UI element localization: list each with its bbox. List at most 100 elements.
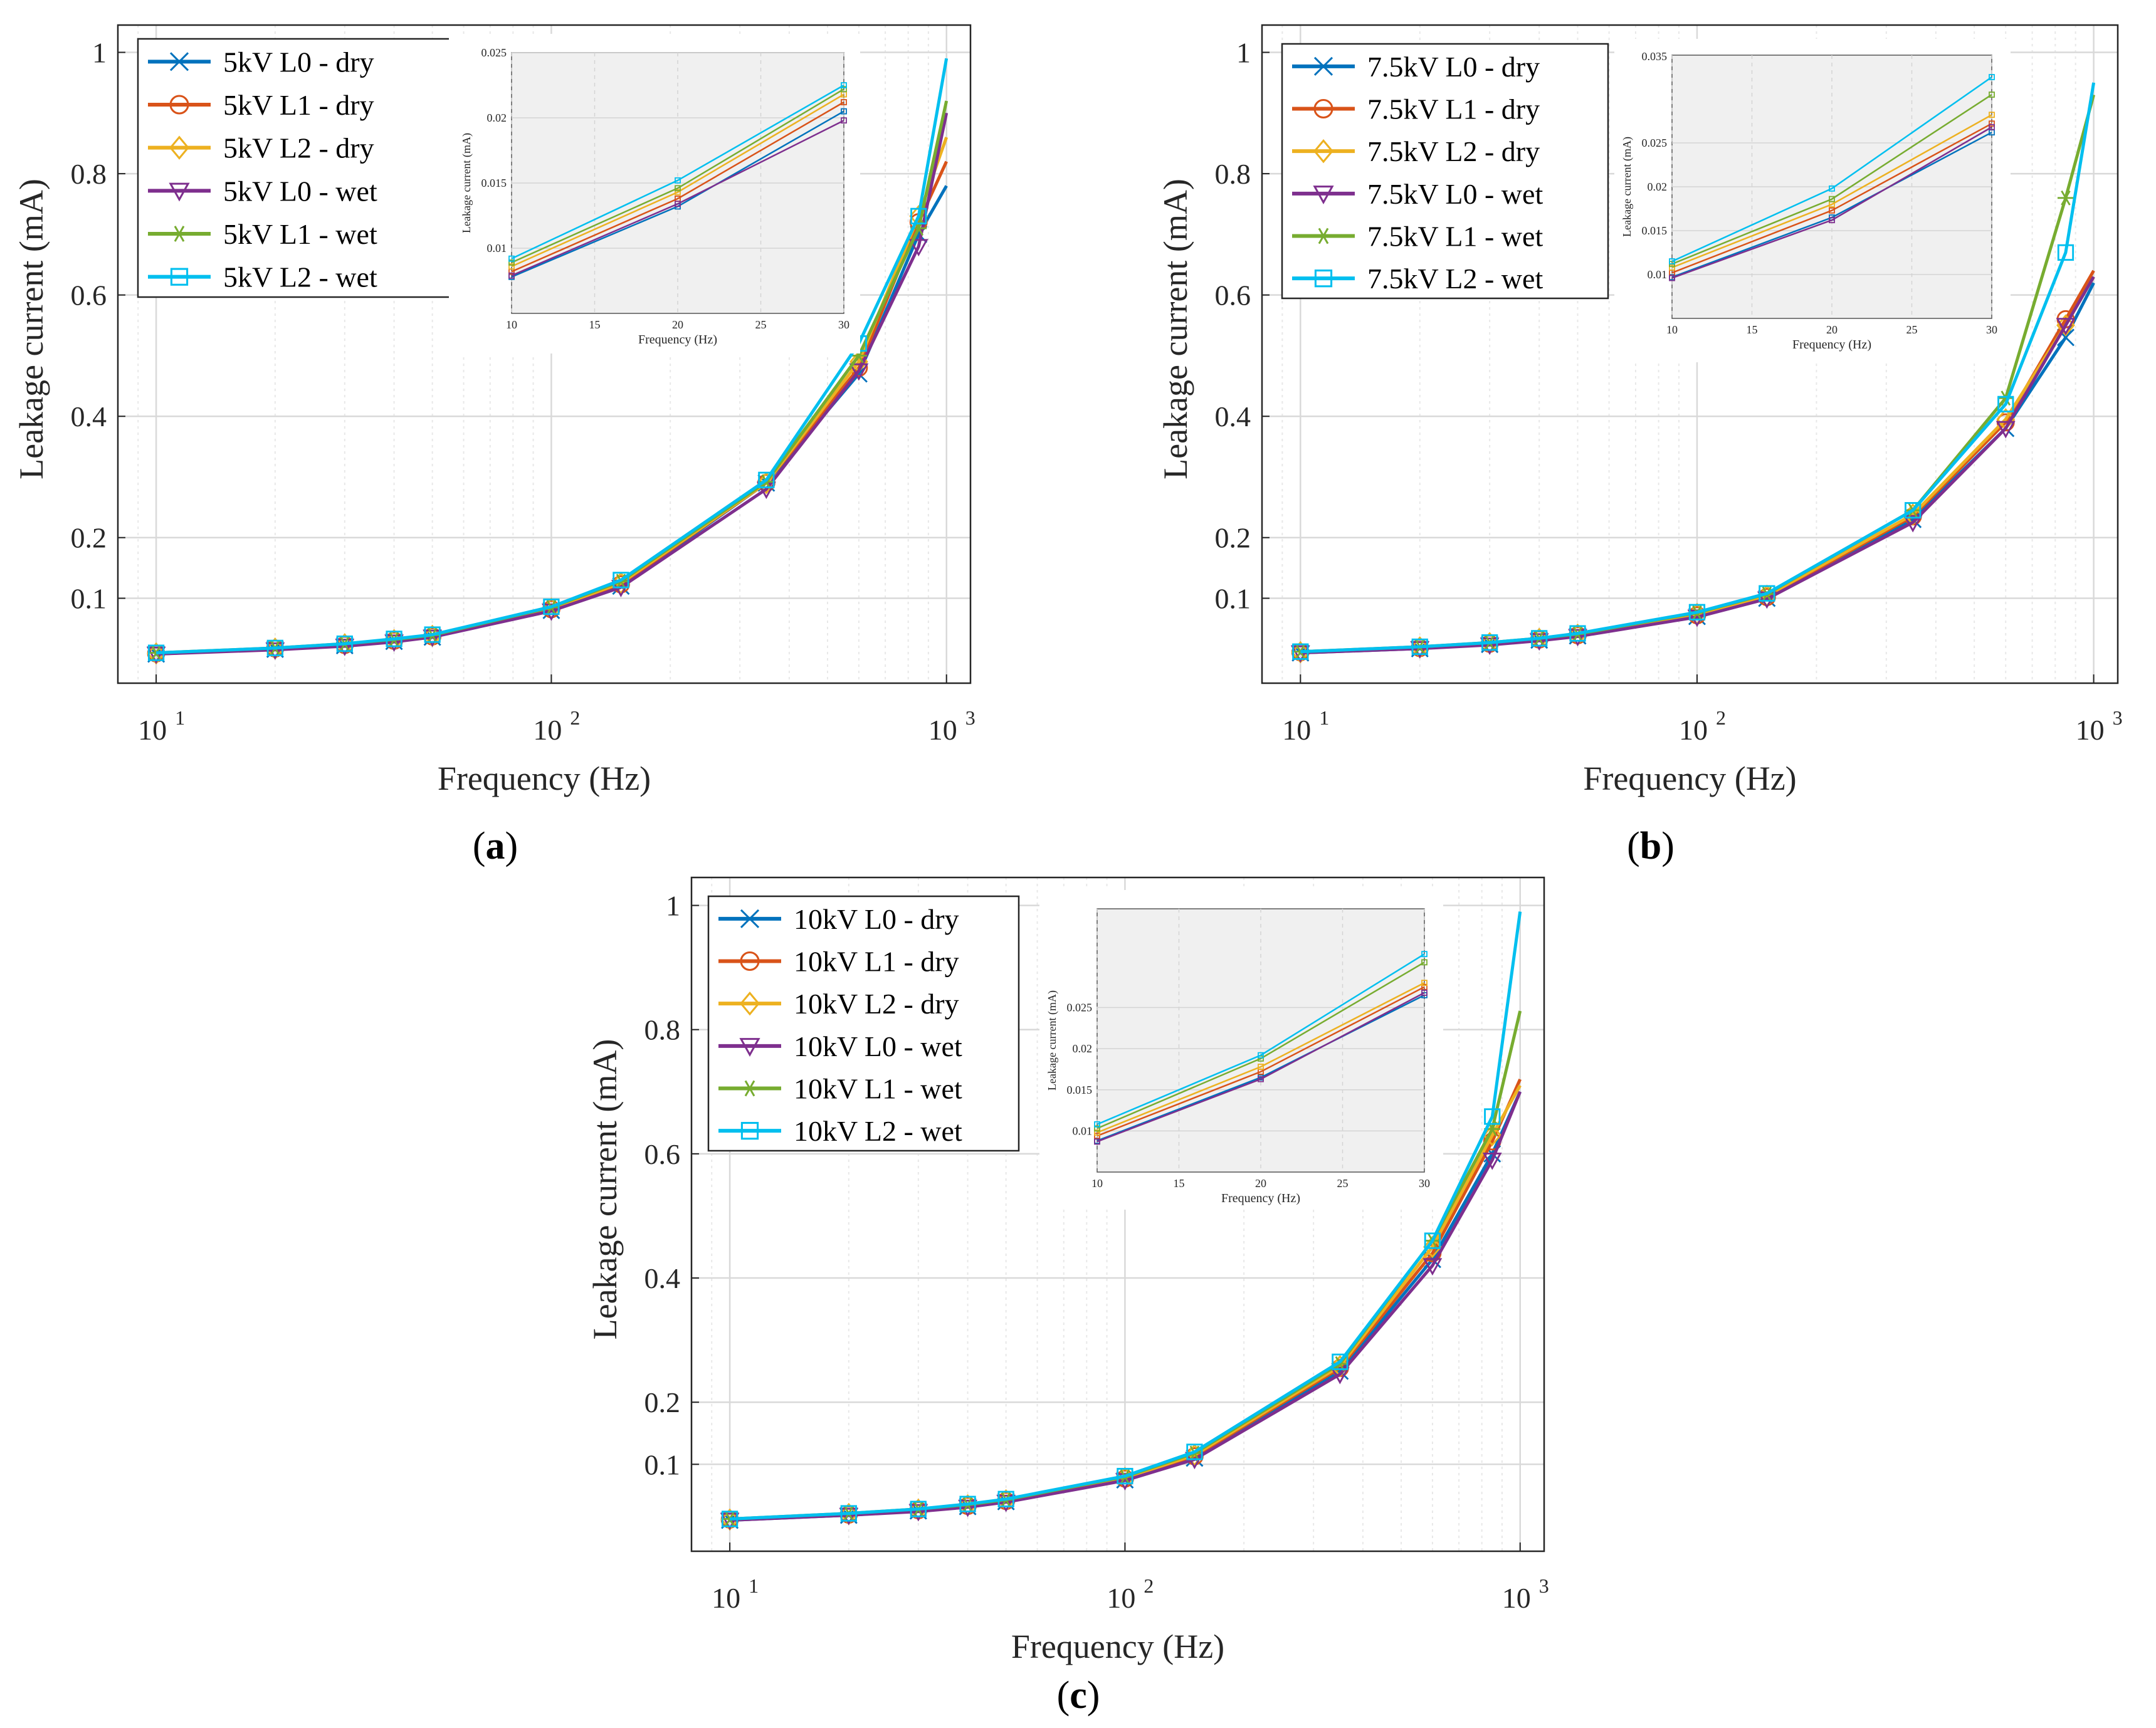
- data-point-L2_wet: [1117, 1467, 1133, 1485]
- inset-x-tick-label: 20: [1255, 1177, 1266, 1190]
- y-axis-title: Leakage current (mA): [1157, 179, 1194, 479]
- inset-series-line-L0_wet: [1096, 992, 1425, 1143]
- inset-x-tick-label: 10: [1091, 1177, 1103, 1190]
- inset-data-point-L1_wet: [508, 259, 515, 266]
- inset-data-point-L1_wet: [841, 86, 847, 93]
- inset-series-line-L2_wet: [1096, 953, 1425, 1126]
- legend-marker-L2_wet: [1314, 270, 1333, 288]
- legend-label: 7.5kV L2 - wet: [1367, 263, 1543, 295]
- y-tick-label: 0.8: [71, 158, 107, 190]
- y-tick-label: 0.1: [71, 583, 107, 615]
- inset-chart: 10 15 20 25 30 0.01 0.015 0.02 0.025 0.035 Frequen…: [1614, 39, 2011, 362]
- x-tick-label: 10: [1282, 714, 1311, 746]
- data-point-L0_wet: [1115, 1473, 1135, 1490]
- y-tick-label: 0.6: [644, 1138, 681, 1170]
- legend-label: 7.5kV L0 - dry: [1367, 51, 1540, 83]
- legend-label: 10kV L2 - dry: [794, 988, 959, 1020]
- y-axis-title: Leakage current (mA): [13, 179, 50, 479]
- series-line-L0_wet: [729, 1091, 1522, 1522]
- data-point-L2_wet: [1484, 1108, 1501, 1125]
- y-tick-label: 0.1: [1215, 583, 1251, 615]
- inset-data-point-L1_dry: [1989, 120, 1995, 127]
- legend-label: 5kV L1 - wet: [223, 218, 377, 250]
- data-point-L2_dry: [611, 572, 631, 595]
- series-line-L0_wet: [1300, 276, 2095, 655]
- inset-series-line-L0_wet: [1671, 126, 1992, 279]
- legend-marker-L1_dry: [169, 95, 189, 115]
- y-tick-label: 1: [1236, 37, 1251, 69]
- inset-data-point-L1_wet: [1989, 92, 1995, 98]
- legend-label: 10kV L0 - dry: [794, 903, 959, 935]
- data-point-L2_dry: [1483, 1124, 1502, 1147]
- y-tick-label: 0.4: [71, 401, 107, 432]
- data-point-L0_wet: [541, 604, 561, 621]
- legend-label: 5kV L0 - wet: [223, 175, 377, 207]
- series-line-L2_wet: [155, 58, 949, 655]
- data-point-L2_wet: [1481, 634, 1498, 651]
- data-point-L2_wet: [543, 598, 560, 615]
- inset-series-line-L0_wet: [511, 120, 844, 276]
- inset-x-tick-label: 30: [1419, 1177, 1430, 1190]
- x-tick-exponent: 1: [749, 1574, 759, 1597]
- inset-data-point-L2_dry: [1421, 980, 1428, 987]
- inset-data-point-L0_wet: [841, 117, 847, 124]
- inset-series-line-L1_wet: [511, 88, 844, 264]
- data-point-L0_wet: [1422, 1258, 1443, 1276]
- inset-chart: 10 15 20 25 30 0.01 0.015 0.02 0.025 Frequency (H…: [1039, 890, 1443, 1210]
- data-point-L2_wet: [721, 1511, 739, 1527]
- inset-series-line-L2_wet: [1671, 76, 1992, 263]
- inset-data-point-L2_wet: [675, 177, 681, 184]
- inset-data-point-L1_dry: [1421, 983, 1428, 990]
- series-line-L2_wet: [1300, 82, 2096, 654]
- inset-data-point-L2_wet: [841, 82, 847, 88]
- inset-data-point-L0_wet: [1094, 1138, 1100, 1145]
- inset-series-line-L2_wet: [511, 84, 844, 259]
- inset-y-tick-label: 0.015: [1642, 224, 1668, 237]
- inset-x-tick-label: 15: [1747, 323, 1758, 336]
- data-point-L2_wet: [147, 644, 165, 661]
- legend: 10kV L0 - dry 10kV L1 - dry 10kV L2 - dry 1…: [707, 895, 1020, 1152]
- data-point-L0_wet: [1482, 1152, 1502, 1170]
- data-point-L2_wet: [266, 639, 283, 657]
- inset-x-tick-label: 10: [506, 318, 517, 331]
- x-axis-title: Frequency (Hz): [438, 760, 651, 797]
- x-tick-label: 10: [2076, 714, 2105, 746]
- series-group: [1290, 82, 2096, 664]
- data-point-L0_wet: [1529, 633, 1549, 651]
- x-tick-exponent: 1: [1319, 706, 1329, 729]
- legend-marker-L1_dry: [1313, 98, 1333, 119]
- x-tick-label: 10: [1679, 714, 1708, 746]
- legend-label: 10kV L1 - dry: [794, 946, 959, 978]
- data-point-L1_wet: [910, 221, 927, 236]
- legend-marker-L2_wet: [170, 268, 189, 286]
- y-tick-label: 1: [92, 37, 107, 69]
- data-point-L2_wet: [1411, 638, 1428, 656]
- inset-x-tick-label: 10: [1666, 323, 1678, 336]
- inset-data-point-L2_wet: [508, 255, 515, 262]
- axes-box: [1261, 24, 2119, 684]
- data-point-L0_wet: [996, 1494, 1016, 1512]
- inset-data-point-L0_wet: [1421, 989, 1428, 996]
- data-point-L2_wet: [424, 626, 441, 643]
- data-point-L0_wet: [720, 1512, 740, 1531]
- inset-y-tick-label: 0.025: [1642, 137, 1668, 149]
- data-point-L0_wet: [2056, 318, 2076, 335]
- inset-y-tick-label: 0.01: [1073, 1124, 1093, 1137]
- data-point-L0_wet: [1410, 641, 1430, 659]
- x-tick-exponent: 3: [965, 706, 975, 729]
- inset-series-line-L2_dry: [511, 93, 844, 268]
- inset-x-axis-title: Frequency (Hz): [1792, 338, 1871, 352]
- axes-box: [117, 24, 972, 684]
- inset-series-line-L0_dry: [1096, 994, 1425, 1142]
- data-point-L1_wet: [722, 1511, 739, 1527]
- data-point-L2_wet: [1569, 625, 1586, 642]
- inset-y-tick-label: 0.01: [487, 242, 507, 254]
- data-point-L0_wet: [1330, 1366, 1350, 1385]
- x-tick-exponent: 2: [570, 706, 580, 729]
- inset-y-tick-label: 0.035: [1642, 50, 1668, 63]
- data-point-L2_wet: [1292, 643, 1309, 660]
- data-point-L0_wet: [839, 1507, 859, 1526]
- legend-label: 7.5kV L2 - dry: [1367, 135, 1540, 167]
- x-tick-label: 10: [712, 1582, 740, 1614]
